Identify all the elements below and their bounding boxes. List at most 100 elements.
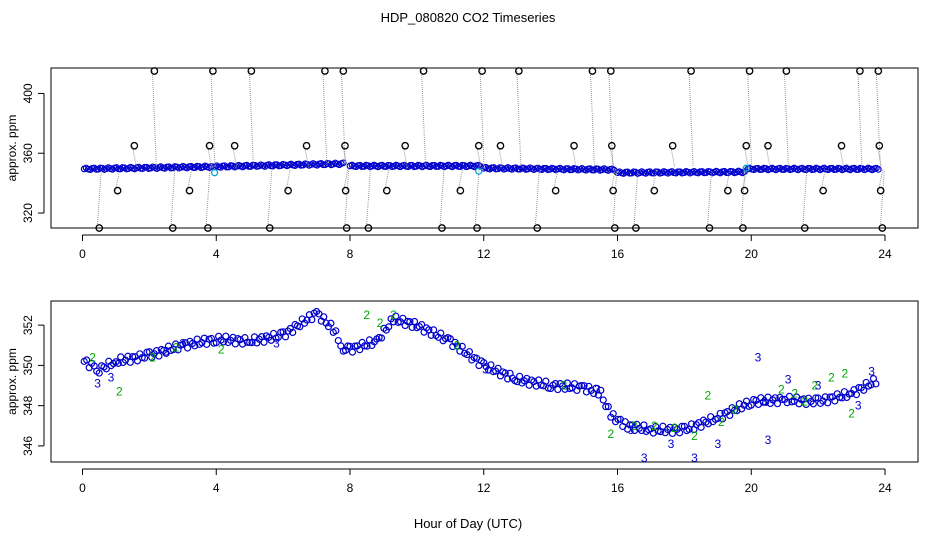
outlier-point [339,67,348,75]
outlier-point [668,141,677,150]
y-tick-label: 346 [21,436,35,456]
figure-title: HDP_080820 CO2 Timeseries [381,10,556,25]
label-2-point: 2 [607,427,614,441]
outlier-connector [187,169,192,191]
outlier-connector [457,169,463,191]
y-tick-label: 352 [21,315,35,335]
data-point [418,320,426,329]
outlier-point [607,141,616,150]
outlier-point [740,186,749,195]
label-3-point: 3 [273,336,280,350]
outlier-point [204,224,212,232]
outlier-point [742,141,751,150]
label-3-point: 3 [714,437,721,451]
data-point [346,342,354,350]
outlier-connector [688,70,694,167]
outlier-point [705,224,714,232]
label-2-point: 2 [390,308,397,322]
data-point [860,386,868,394]
highlight-point [742,164,750,172]
data-point [348,348,357,356]
data-point [308,316,316,324]
y-axis-label: approx. ppm [5,348,19,415]
outlier-connector [878,169,884,191]
data-point [229,333,237,341]
label-3-point: 3 [108,370,115,384]
outlier-point [739,224,747,232]
outlier-connector [248,70,254,167]
label-3-point: 3 [785,372,792,386]
data-point [831,397,839,405]
data-point [377,334,386,342]
outlier-connector [839,145,845,167]
outlier-point [150,67,159,75]
outlier-connector [742,169,748,191]
data-point [778,395,786,404]
data-point [102,365,110,373]
outlier-point [474,141,483,150]
data-point [523,374,531,383]
x-tick-label: 8 [347,481,354,495]
data-point [140,354,149,362]
outlier-point [800,224,809,232]
data-point [392,312,400,320]
data-point [437,329,445,337]
data-point [95,369,103,377]
outlier-connector [421,70,427,167]
outlier-point [230,141,239,150]
outlier-connector [876,145,882,167]
data-point [640,421,648,429]
data-point [243,338,251,346]
x-tick-label: 4 [213,247,220,261]
outlier-point [302,141,311,150]
outlier-point [819,186,827,195]
outlier-point [265,224,274,232]
data-point [410,317,419,326]
data-point [659,422,667,430]
data-point [602,403,610,411]
y-tick-label: 348 [21,395,35,415]
outlier-connector [740,169,746,229]
outlier-point [247,67,256,75]
outlier-connector [267,169,273,229]
outlier-point [515,67,523,75]
x-axis: 0 4 8 12 16 20 24 [79,234,892,261]
data-point [852,391,861,399]
data-point [604,402,612,411]
label-2-point: 2 [842,366,849,380]
outlier-connector [612,169,618,229]
x-tick-label: 8 [347,247,354,261]
data-point [360,342,369,350]
highlight-series [210,164,750,177]
outlier-point [856,67,864,75]
data-point [821,393,829,401]
data-point [129,353,137,361]
outlier-point [570,141,578,150]
data-point [465,348,474,356]
outlier-connectors [96,70,885,229]
data-point [172,340,180,348]
outlier-point [438,224,446,232]
outlier-connector [402,145,408,167]
data-point [621,418,629,426]
label-2-point: 2 [731,403,738,417]
plot-frame [50,300,919,463]
outlier-point [209,67,217,75]
data-point [626,421,634,429]
outlier-connector [232,145,238,167]
x-tick-label: 12 [477,481,491,495]
outlier-connector [743,145,749,167]
label-2-point: 2 [363,308,370,322]
label-3-point: 3 [765,433,772,447]
outlier-point [723,186,732,195]
label-3-point: 3 [628,423,635,437]
data-point [487,361,495,369]
data-point [554,385,562,394]
data-point [183,344,192,352]
outlier-connector [96,169,102,229]
outlier-connector [479,70,485,167]
